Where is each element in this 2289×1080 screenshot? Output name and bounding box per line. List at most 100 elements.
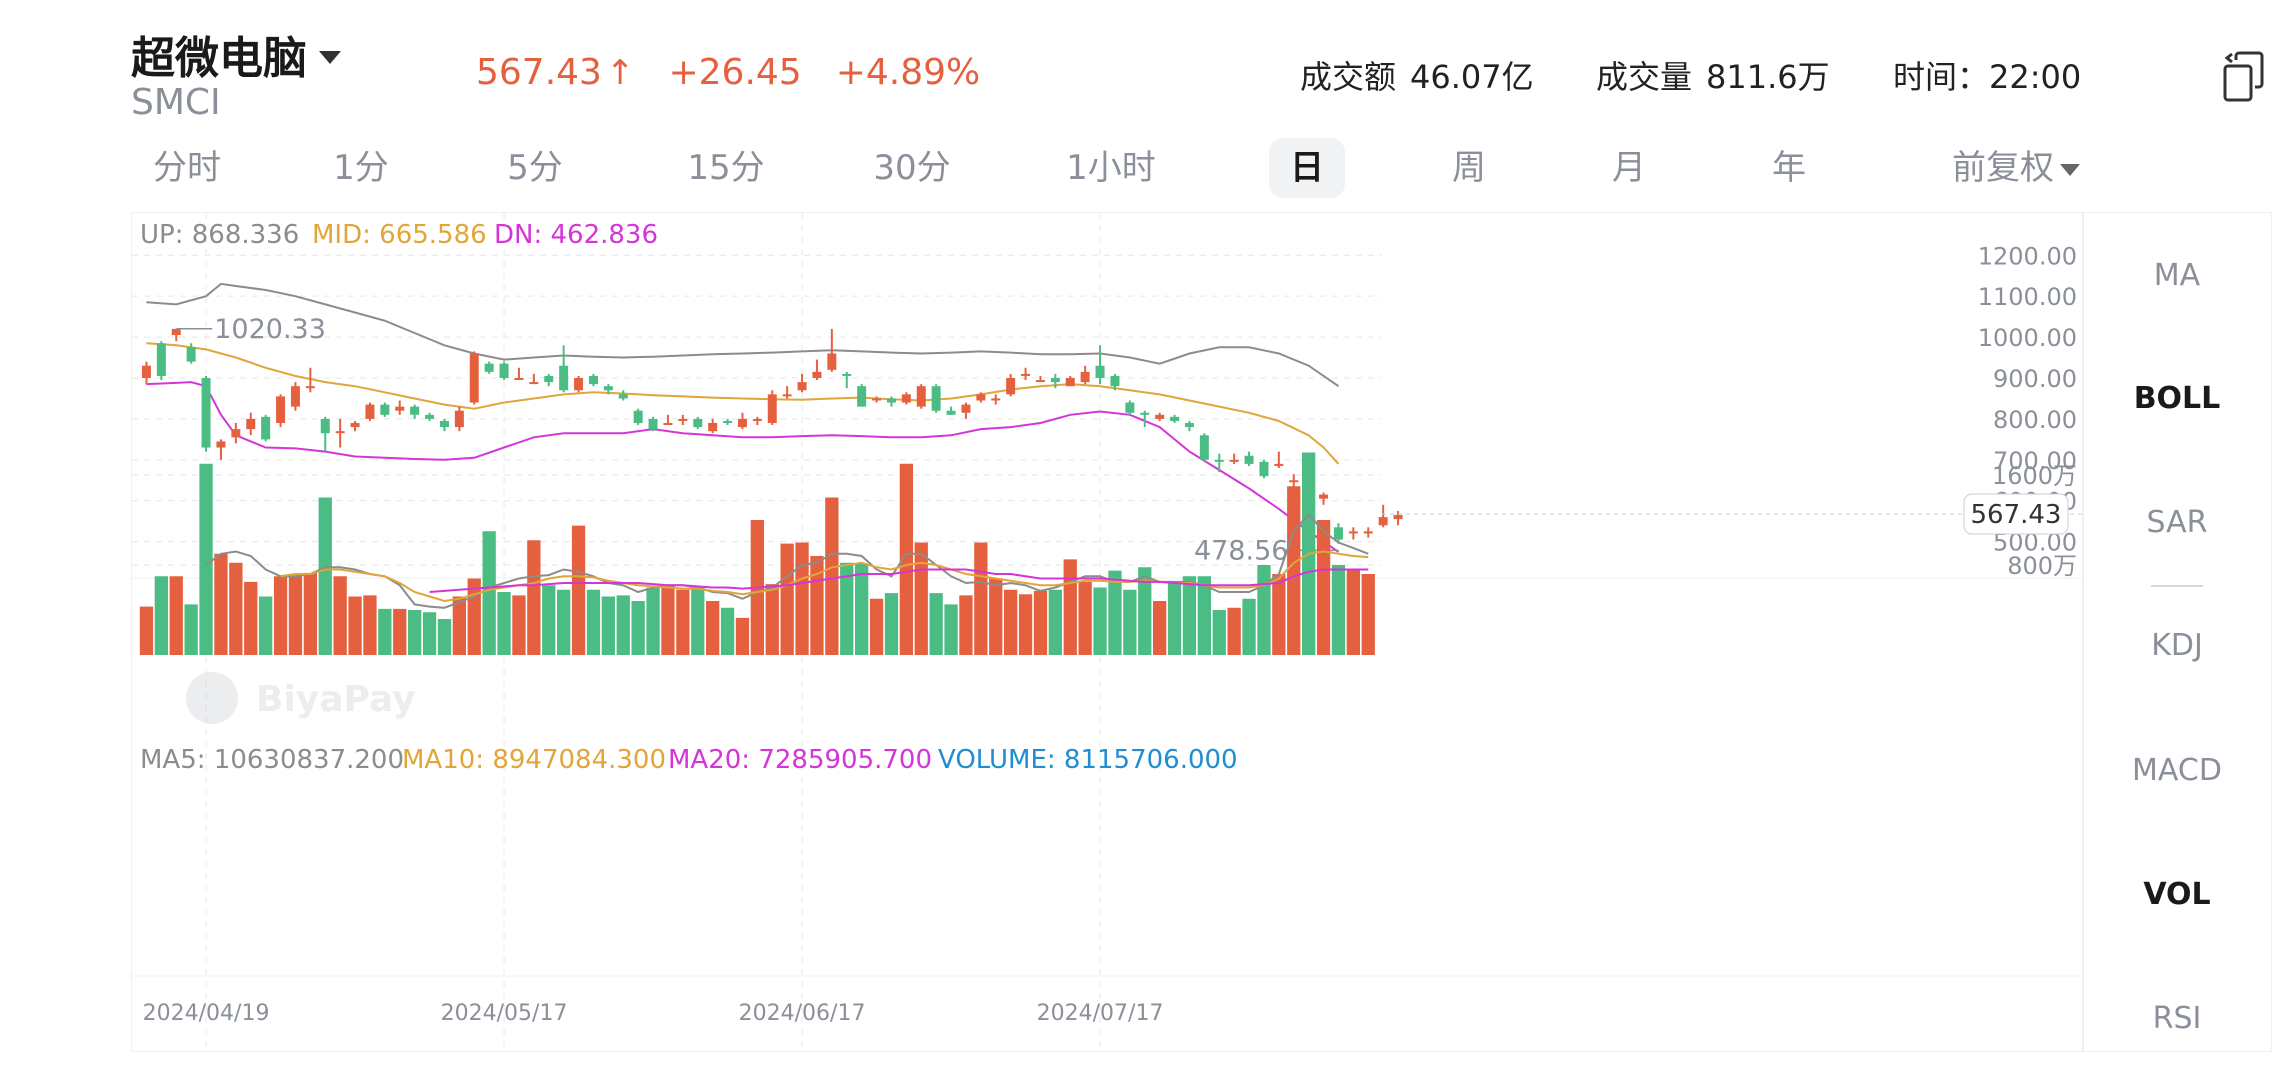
candle-body (186, 347, 196, 362)
candle-body (1125, 402, 1135, 413)
tab-week[interactable]: 周 (1431, 138, 1507, 198)
candle-body (976, 394, 986, 401)
volume-bar (288, 576, 303, 655)
volume-bar (571, 525, 586, 655)
candle-body (305, 386, 315, 389)
stock-selector[interactable]: 超微电脑 (131, 22, 341, 86)
candle-body (797, 382, 807, 391)
volume-bar (1227, 607, 1241, 655)
indicator-vol[interactable]: VOL (2083, 877, 2271, 912)
volume-bar (244, 581, 258, 655)
candle-body (1319, 494, 1329, 499)
volume-bar (706, 601, 720, 655)
chart-area[interactable]: BiyaPay 1200.00 1100.00 1000.00 900.00 800.0… (131, 212, 2084, 1052)
tab-year[interactable]: 年 (1751, 138, 1827, 198)
candle-body (350, 423, 360, 428)
price-tick-label: 1000.00 (1978, 324, 2077, 352)
candle-body (1378, 517, 1388, 526)
vol-legend-volume: VOLUME: 8115706.000 (938, 745, 1238, 775)
candle-body (484, 363, 494, 372)
volume-bar (422, 612, 437, 655)
indicator-ma[interactable]: MA (2083, 258, 2271, 293)
volume-bar (959, 595, 973, 655)
candle-body (812, 371, 822, 378)
volume-bar (601, 596, 615, 655)
volume-bar (855, 563, 869, 655)
candle-body (574, 378, 584, 391)
volume-bar (1108, 570, 1122, 655)
volume-bar (378, 608, 392, 655)
tab-month[interactable]: 月 (1591, 138, 1667, 198)
candle-body (782, 394, 792, 397)
candle-body (1184, 423, 1194, 428)
volume-axis: 1600万 800万 (1992, 462, 2077, 580)
indicator-kdj[interactable]: KDJ (2083, 628, 2271, 663)
tab-label: 月 (1612, 148, 1646, 188)
indicator-macd[interactable]: MACD (2083, 753, 2271, 788)
candle-body (1050, 378, 1060, 383)
tab-1min[interactable]: 1分 (311, 138, 411, 198)
candle-body (1289, 480, 1299, 483)
volume-bar (929, 593, 943, 655)
volume-bar (825, 497, 839, 655)
tab-intraday[interactable]: 分时 (131, 138, 243, 198)
indicator-rsi[interactable]: RSI (2083, 1001, 2271, 1036)
volume-bar (1197, 576, 1211, 655)
adjust-dropdown[interactable]: 前复权 (1941, 138, 2091, 198)
price-change: +26.45 (668, 52, 802, 93)
volume-bar (884, 593, 899, 655)
candle-body (1229, 459, 1239, 462)
candle-body (231, 429, 241, 438)
volume-bar (1272, 574, 1286, 655)
volume-bar (869, 598, 884, 655)
candle-body (365, 404, 375, 419)
tab-15min[interactable]: 15分 (661, 138, 791, 198)
volume-bar (184, 604, 198, 655)
volume-tick-label: 800万 (2007, 552, 2077, 580)
volume-bar (1346, 569, 1360, 655)
candle-body (1155, 414, 1165, 419)
volume-bar (259, 596, 273, 655)
candle-body (678, 418, 688, 421)
volume-bar (139, 606, 154, 655)
tab-30min[interactable]: 30分 (847, 138, 977, 198)
volume-bar (795, 542, 809, 655)
kline-chart[interactable]: BiyaPay 1200.00 1100.00 1000.00 900.00 800.0… (132, 213, 2083, 1051)
candle-body (693, 418, 703, 428)
indicator-label: VOL (2143, 877, 2211, 912)
volume-bar (333, 576, 347, 655)
tab-day[interactable]: 日 (1269, 138, 1345, 198)
volume-bar (1316, 520, 1331, 655)
tab-label: 分时 (153, 148, 221, 188)
candle-body (1348, 531, 1358, 534)
volume-bar (989, 578, 1003, 655)
volume-tick-label: 1600万 (1992, 462, 2077, 490)
copy-icon[interactable] (2222, 50, 2268, 102)
vol-legend-ma10: MA10: 8947084.300 (402, 745, 666, 775)
indicator-boll[interactable]: BOLL (2083, 381, 2271, 416)
turnover-label: 成交额 (1300, 58, 1397, 96)
tab-label: 年 (1772, 148, 1806, 188)
tab-label: 周 (1452, 148, 1486, 188)
candle-body (872, 398, 882, 401)
tab-5min[interactable]: 5分 (485, 138, 585, 198)
tab-1hour[interactable]: 1小时 (1036, 138, 1186, 198)
volume-bar (914, 542, 928, 655)
candle-body (1259, 461, 1269, 477)
indicator-label: MA (2153, 258, 2201, 293)
candle-body (1363, 531, 1373, 534)
volume-bar (974, 542, 988, 655)
volume-bar (1018, 594, 1033, 655)
volume-bar (765, 584, 779, 655)
candle-body (648, 418, 658, 430)
indicator-sar[interactable]: SAR (2083, 505, 2271, 540)
volume-bar (557, 589, 571, 655)
candle-body (931, 386, 941, 411)
volume-bar (363, 595, 377, 655)
volume-bar (1257, 565, 1271, 655)
volume-bar (676, 589, 690, 655)
volume-bar (840, 562, 854, 655)
volume-bar (512, 595, 526, 655)
candle-body (1065, 378, 1075, 387)
candle-body (544, 375, 554, 383)
